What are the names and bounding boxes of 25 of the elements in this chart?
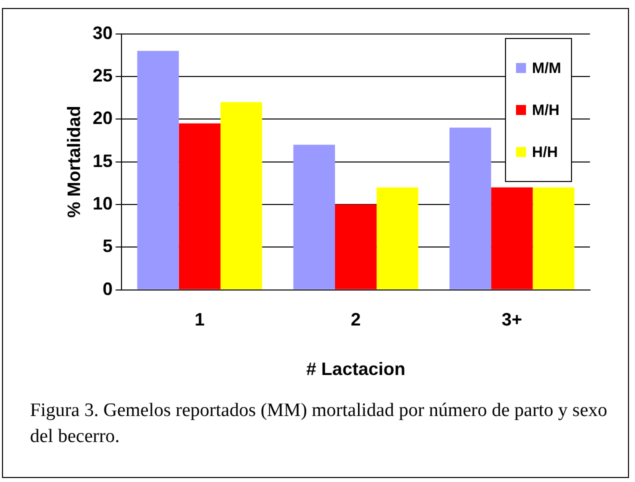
bar [137,50,179,290]
legend-label: M/H [531,100,560,120]
y-tick-label: 10 [92,193,113,214]
bar [178,123,220,290]
x-tick-label: 1 [194,310,205,330]
y-tick-label: 5 [102,236,113,256]
y-axis-title: % Mortalidad [64,106,84,218]
bar [334,204,377,290]
y-tick-label: 30 [92,22,113,43]
y-tick-label: 0 [102,278,113,299]
bar [449,128,492,290]
y-tick-label: 20 [92,108,113,128]
bar [532,187,574,290]
text: Figura 3. Gemelos reportados (MM) mortalidad por número de parto y sexo del becerro. [30,399,608,449]
bar [293,144,335,290]
bar [376,187,418,290]
x-tick-label: 2 [350,310,361,330]
y-tick-label: 15 [92,150,113,171]
legend-label: H/H [531,142,559,162]
legend-label: M/M [531,58,562,78]
x-tick-label: 3+ [502,310,522,330]
x-axis-title: # Lactacion [306,359,406,380]
y-tick-label: 25 [92,65,113,86]
bar [220,102,262,290]
bar [491,187,533,290]
